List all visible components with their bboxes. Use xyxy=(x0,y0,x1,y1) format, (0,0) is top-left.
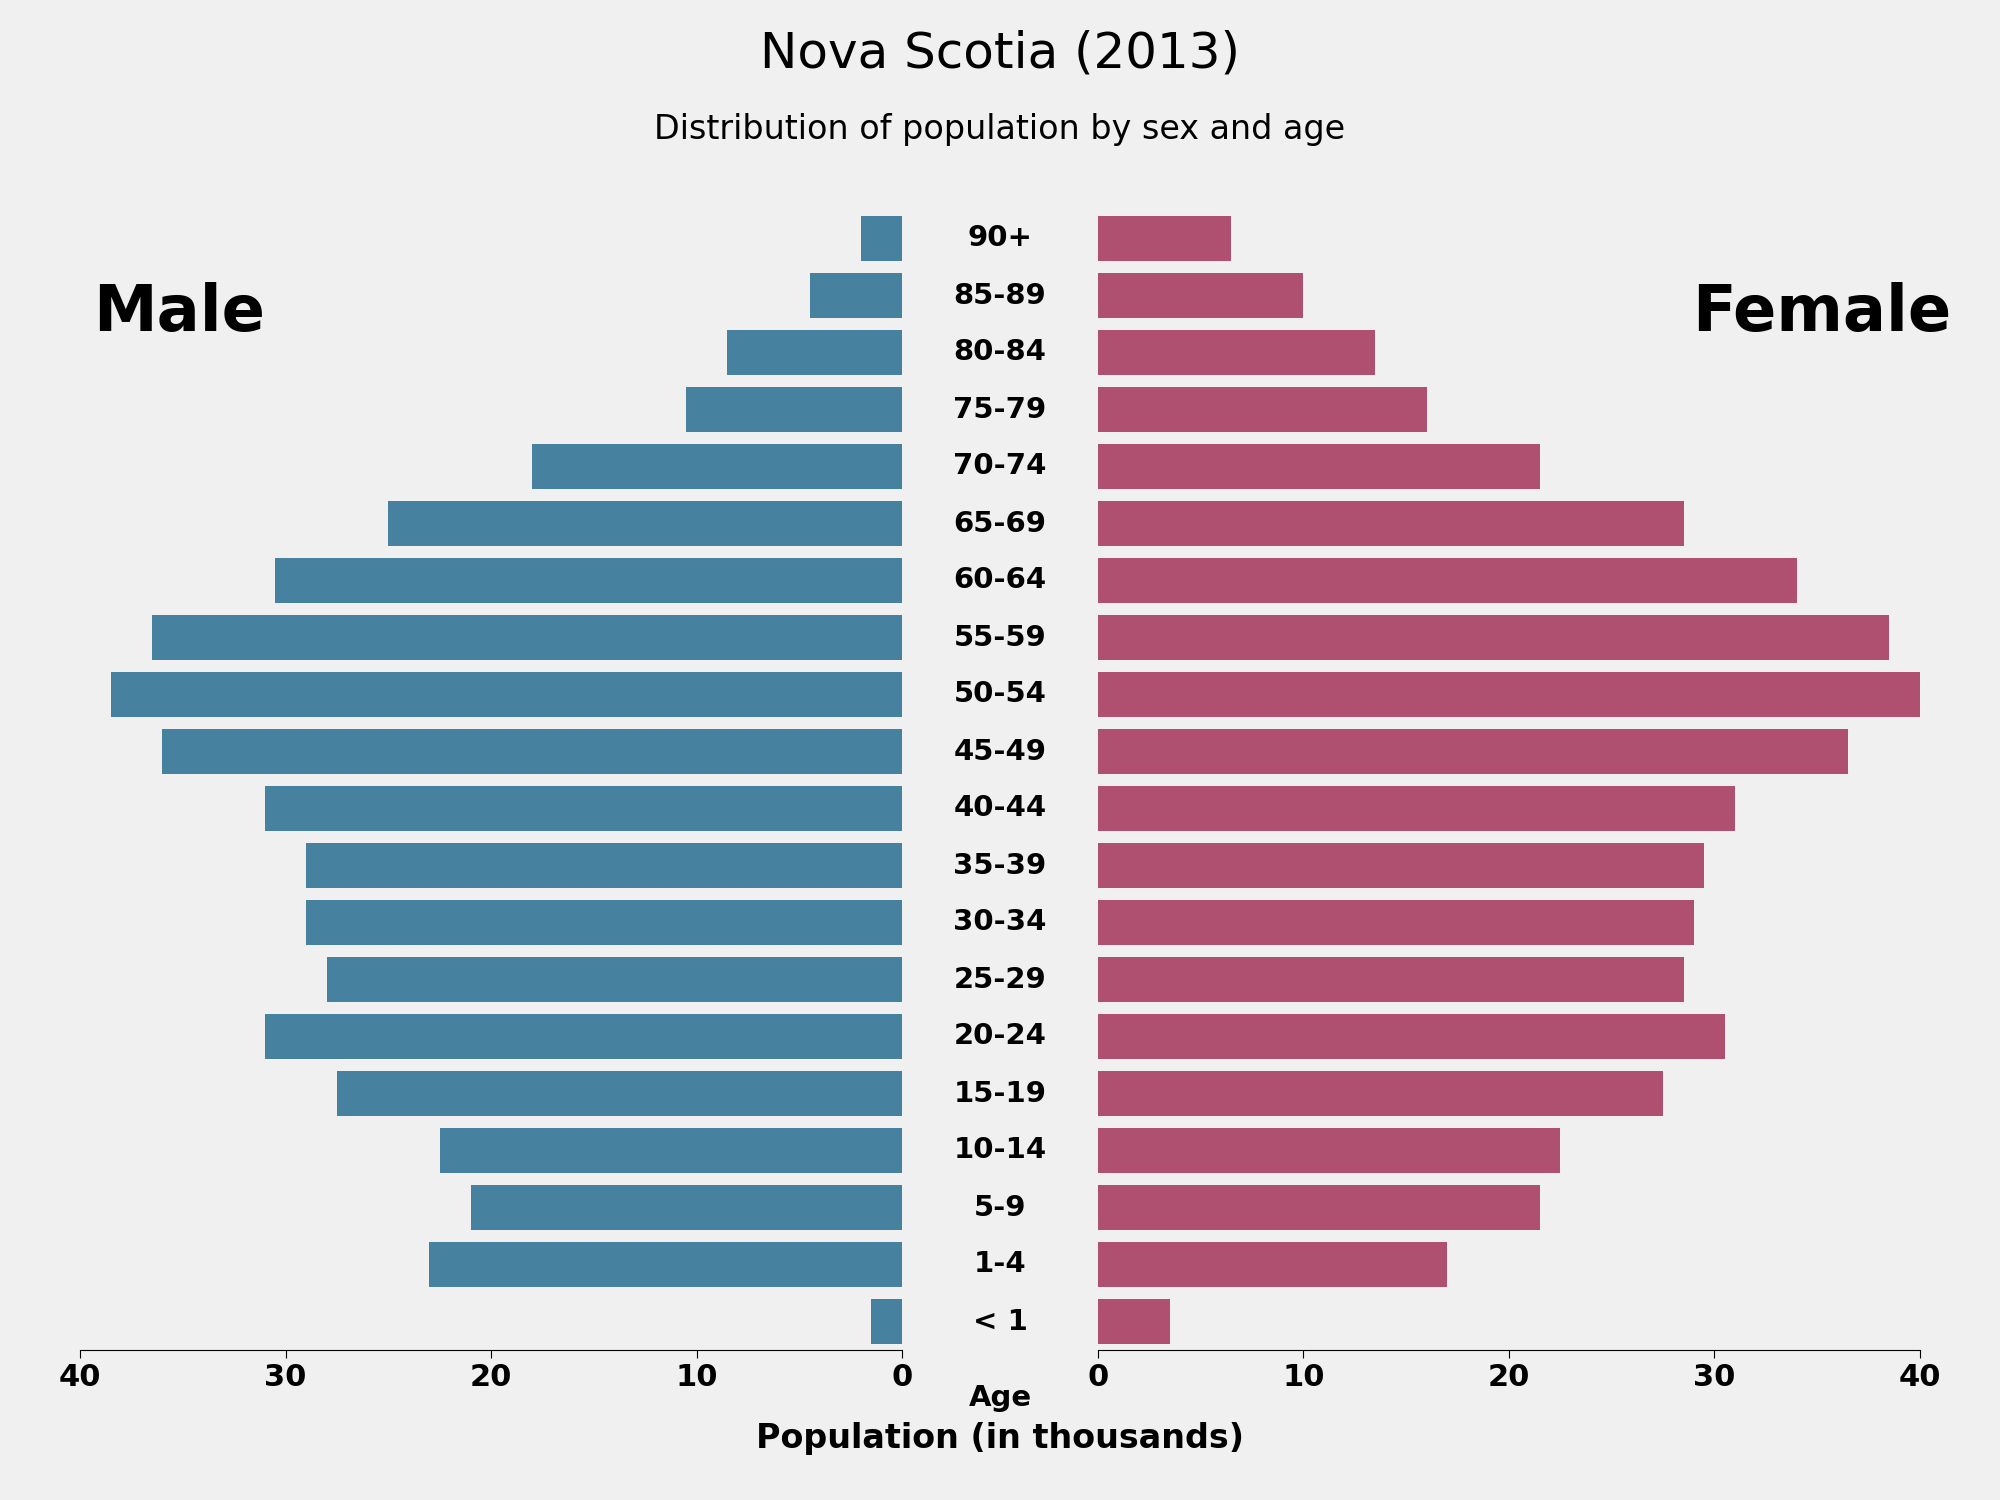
Text: 60-64: 60-64 xyxy=(954,567,1046,594)
Text: 30-34: 30-34 xyxy=(954,909,1046,936)
Bar xyxy=(1098,672,1920,717)
Bar xyxy=(1098,1299,1170,1344)
Text: 90+: 90+ xyxy=(968,225,1032,252)
Bar xyxy=(1098,786,1736,831)
Text: Nova Scotia (2013): Nova Scotia (2013) xyxy=(760,30,1240,78)
Text: 1-4: 1-4 xyxy=(974,1251,1026,1278)
Bar xyxy=(430,1242,902,1287)
Text: Population (in thousands): Population (in thousands) xyxy=(756,1422,1244,1455)
Bar xyxy=(1098,843,1704,888)
Bar xyxy=(1098,615,1890,660)
Text: < 1: < 1 xyxy=(972,1308,1028,1335)
Bar xyxy=(1098,1071,1664,1116)
Bar xyxy=(1098,957,1684,1002)
Bar xyxy=(162,729,902,774)
Bar xyxy=(306,843,902,888)
Bar xyxy=(862,216,902,261)
Bar xyxy=(810,273,902,318)
Text: Male: Male xyxy=(92,282,264,344)
Text: 35-39: 35-39 xyxy=(954,852,1046,879)
Text: 85-89: 85-89 xyxy=(954,282,1046,309)
Bar xyxy=(1098,900,1694,945)
Bar xyxy=(1098,387,1426,432)
Bar xyxy=(1098,558,1796,603)
Text: 50-54: 50-54 xyxy=(954,681,1046,708)
Text: 25-29: 25-29 xyxy=(954,966,1046,993)
Bar xyxy=(872,1299,902,1344)
Text: 70-74: 70-74 xyxy=(954,453,1046,480)
Bar xyxy=(336,1071,902,1116)
Bar xyxy=(1098,273,1304,318)
Text: 20-24: 20-24 xyxy=(954,1023,1046,1050)
Text: 5-9: 5-9 xyxy=(974,1194,1026,1221)
Bar xyxy=(388,501,902,546)
Bar xyxy=(306,900,902,945)
Bar xyxy=(152,615,902,660)
Bar xyxy=(728,330,902,375)
Bar xyxy=(276,558,902,603)
Bar xyxy=(532,444,902,489)
Text: 80-84: 80-84 xyxy=(954,339,1046,366)
Bar xyxy=(686,387,902,432)
Bar xyxy=(1098,1185,1540,1230)
Text: 10-14: 10-14 xyxy=(954,1137,1046,1164)
Bar xyxy=(1098,729,1848,774)
Text: Distribution of population by sex and age: Distribution of population by sex and ag… xyxy=(654,112,1346,146)
Bar xyxy=(326,957,902,1002)
Bar xyxy=(470,1185,902,1230)
Bar xyxy=(1098,216,1232,261)
Bar xyxy=(1098,1128,1560,1173)
Text: 40-44: 40-44 xyxy=(954,795,1046,822)
Bar xyxy=(264,786,902,831)
Bar xyxy=(1098,1014,1724,1059)
Bar xyxy=(1098,330,1376,375)
Bar xyxy=(110,672,902,717)
Bar xyxy=(264,1014,902,1059)
Text: 45-49: 45-49 xyxy=(954,738,1046,765)
Text: 15-19: 15-19 xyxy=(954,1080,1046,1107)
Text: 55-59: 55-59 xyxy=(954,624,1046,651)
Text: 75-79: 75-79 xyxy=(954,396,1046,423)
Text: Female: Female xyxy=(1692,282,1950,344)
Bar xyxy=(1098,444,1540,489)
Bar xyxy=(1098,501,1684,546)
Bar xyxy=(1098,1242,1448,1287)
Text: Age: Age xyxy=(968,1384,1032,1411)
Bar xyxy=(440,1128,902,1173)
Text: 65-69: 65-69 xyxy=(954,510,1046,537)
